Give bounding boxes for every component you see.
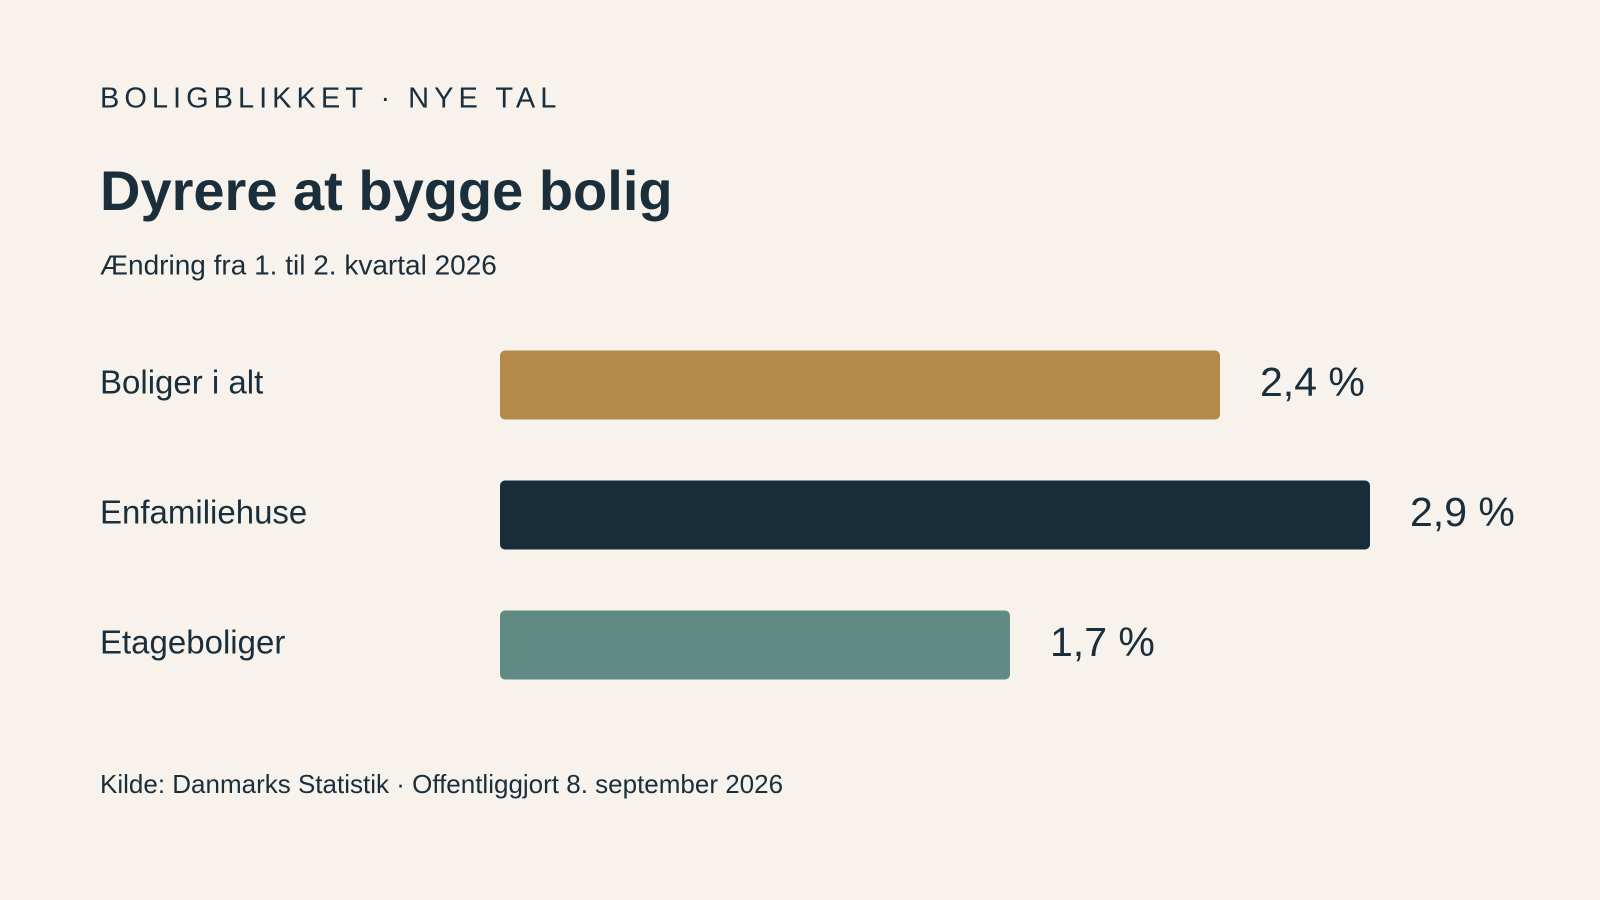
chart-subtitle: Ændring fra 1. til 2. kvartal 2026: [100, 249, 497, 280]
kicker: BOLIGBLIKKET · NYE TAL: [100, 83, 561, 115]
chart-title: Dyrere at bygge bolig: [100, 159, 673, 222]
value-label: 1,7 %: [1050, 619, 1155, 665]
bar: [500, 480, 1370, 550]
value-label: 2,4 %: [1260, 359, 1365, 405]
category-label: Boliger i alt: [100, 364, 263, 401]
bar: [500, 350, 1220, 420]
value-label: 2,9 %: [1410, 489, 1515, 535]
source-note: Kilde: Danmarks Statistik · Offentliggjo…: [100, 769, 783, 799]
category-label: Enfamiliehuse: [100, 494, 307, 531]
bar: [500, 610, 1010, 680]
category-label: Etageboliger: [100, 624, 285, 661]
